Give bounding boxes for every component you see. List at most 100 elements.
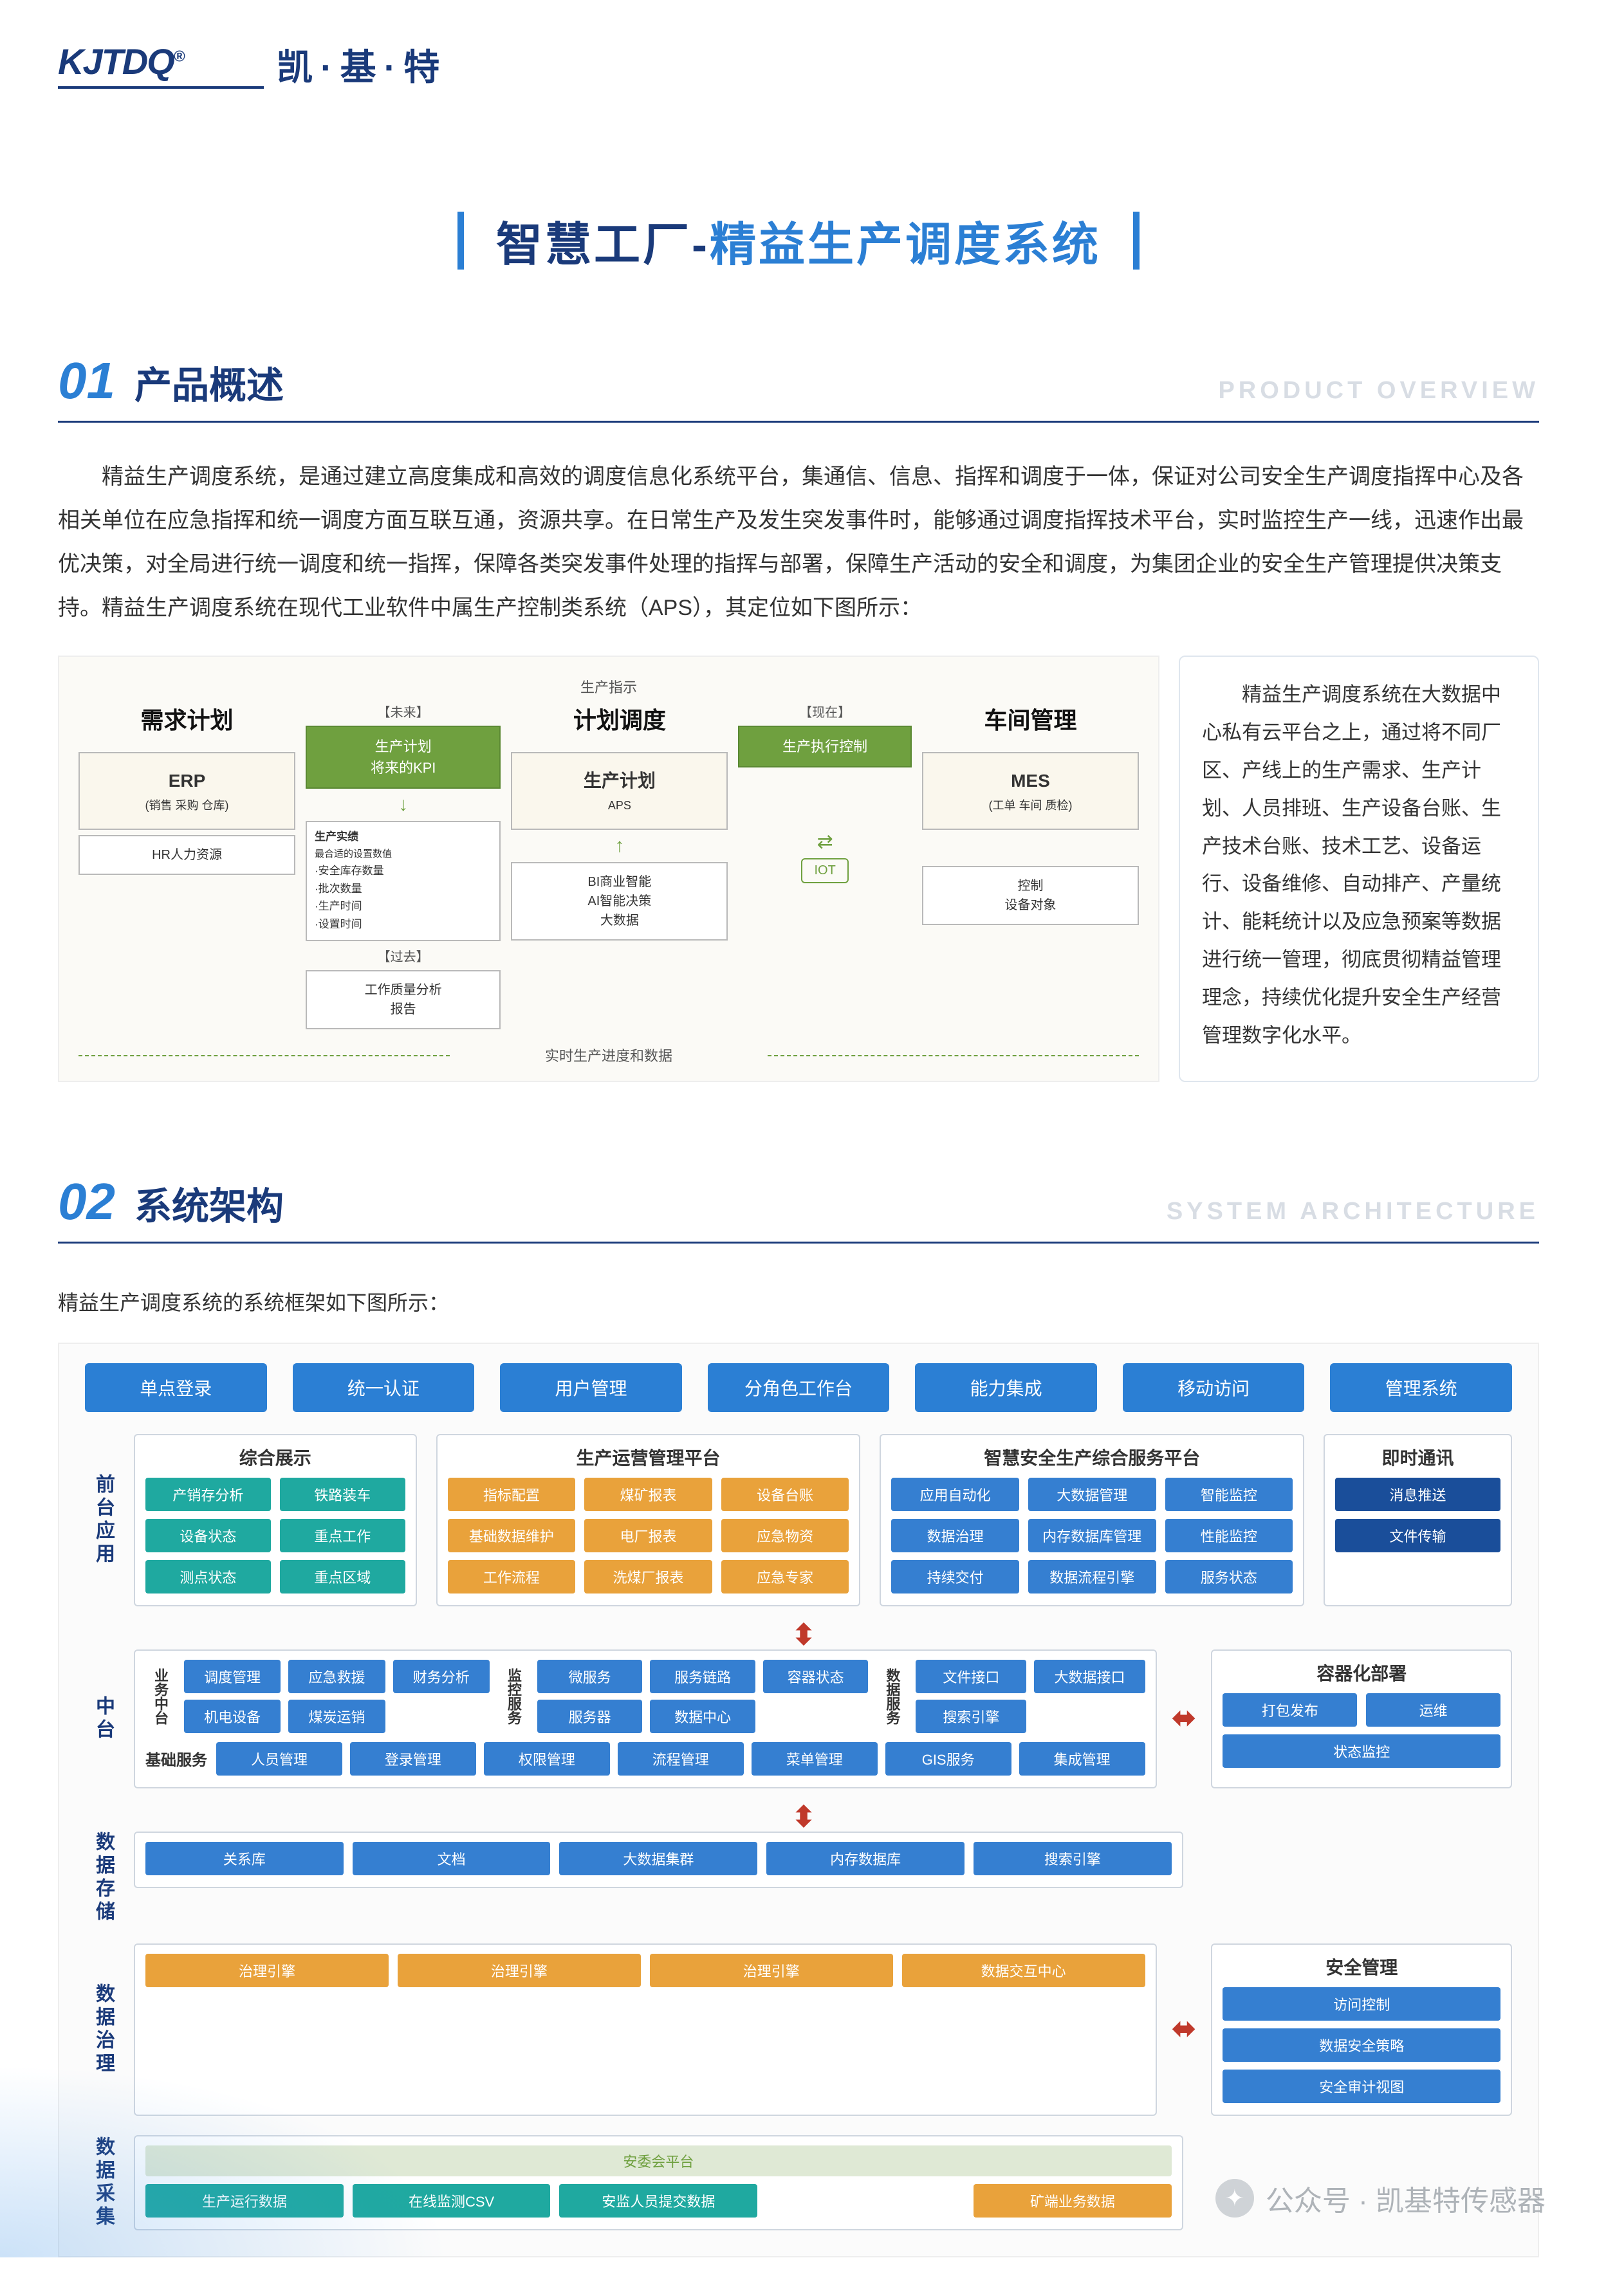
arrow-updown-icon: ⬍ <box>95 1626 1512 1646</box>
chip: 矿端业务数据 <box>974 2184 1172 2218</box>
group-safety-title: 智慧安全生产综合服务平台 <box>891 1444 1293 1470</box>
arrow-up-icon: ↑ <box>511 835 728 857</box>
sec2-en: SYSTEM ARCHITECTURE <box>1167 1198 1539 1226</box>
sec1-en: PRODUCT OVERVIEW <box>1218 377 1539 405</box>
main-title: 智慧工厂-精益生产调度系统 <box>58 207 1539 274</box>
d1-ctrl-box: 控制 设备对象 <box>922 866 1139 925</box>
nav-mobile: 移动访问 <box>1123 1363 1305 1412</box>
chip: 搜索引擎 <box>974 1842 1172 1875</box>
chip: 煤炭运销 <box>288 1700 385 1733</box>
gov-group: 治理引擎 治理引擎 治理引擎 数据交互中心 <box>134 1943 1157 2116</box>
chip: 持续交付 <box>891 1560 1019 1593</box>
chip: 工作流程 <box>448 1560 576 1593</box>
chip: 文件传输 <box>1335 1519 1500 1552</box>
chip: 微服务 <box>537 1660 642 1693</box>
chip: 菜单管理 <box>752 1742 878 1776</box>
chip: 财务分析 <box>393 1660 490 1693</box>
arrow-bidir-icon: ⇄ <box>738 831 912 853</box>
arrow-down-icon: ↓ <box>306 794 501 816</box>
footer-watermark: ✦ 公众号 · 凯基特传感器 <box>1215 2178 1546 2219</box>
logo-mark: KJTDQ® <box>58 41 183 82</box>
group-integrated-title: 综合展示 <box>145 1444 405 1470</box>
d1-future-tag: 【未来】 <box>306 702 501 721</box>
overview-text: 精益生产调度系统，是通过建立高度集成和高效的调度信息化系统平台，集通信、信息、指… <box>58 455 1539 630</box>
chip: 应急专家 <box>721 1560 849 1593</box>
nav-user: 用户管理 <box>500 1363 682 1412</box>
group-integrated: 综合展示 产销存分析 铁路装车 设备状态 重点工作 测点状态 重点区域 <box>134 1434 417 1606</box>
logo-brand: 凯·基·特 <box>277 39 447 91</box>
chip: 安全审计视图 <box>1223 2070 1500 2103</box>
row-store: 数据存储 关系库 文档 大数据集群 内存数据库 搜索引擎 <box>85 1832 1512 1924</box>
arrow-leftright-icon: ⬌ <box>1172 2019 1196 2039</box>
d1-instruction: 生产指示 <box>78 676 1139 697</box>
chip: 权限管理 <box>484 1742 610 1776</box>
nav-auth: 统一认证 <box>293 1363 475 1412</box>
chip: 铁路装车 <box>280 1478 405 1511</box>
chip: 大数据接口 <box>1034 1660 1145 1693</box>
chip: 服务状态 <box>1165 1560 1293 1593</box>
store-group: 关系库 文档 大数据集群 内存数据库 搜索引擎 <box>134 1832 1183 1888</box>
chip: 搜索引擎 <box>916 1700 1026 1733</box>
title-seg1: 智慧工厂- <box>496 219 710 271</box>
d1-iot-label: IOT <box>801 858 848 883</box>
d1-past-box: 工作质量分析 报告 <box>306 970 501 1029</box>
container-deploy-group: 容器化部署 打包发布 运维 状态监控 <box>1211 1649 1512 1788</box>
group-im: 即时通讯 消息推送 文件传输 <box>1324 1434 1512 1606</box>
d1-kpi-box: 生产计划 将来的KPI <box>306 726 501 789</box>
chip: 容器状态 <box>763 1660 869 1693</box>
d1-demand-title: 需求计划 <box>141 702 234 735</box>
collect-banner: 安委会平台 <box>145 2145 1172 2176</box>
row-mid: 中台 业务中台 调度管理 应急救援 财务分析 机电设备 煤炭运销 <box>85 1649 1512 1788</box>
chip: 服务器 <box>537 1700 642 1733</box>
title-seg2: 精益生产调度系统 <box>710 219 1101 271</box>
logo-underline <box>58 86 264 89</box>
side-description: 精益生产调度系统在大数据中心私有云平台之上，通过将不同厂区、产线上的生产需求、生… <box>1179 656 1539 1082</box>
chip: 重点工作 <box>280 1519 405 1552</box>
mid-biz-label: 业务中台 <box>145 1660 175 1733</box>
sec1-num: 01 <box>58 351 115 410</box>
chip: 关系库 <box>145 1842 344 1875</box>
chip: 登录管理 <box>350 1742 476 1776</box>
nav-role: 分角色工作台 <box>708 1363 890 1412</box>
chip: 治理引擎 <box>145 1954 389 1987</box>
wechat-icon: ✦ <box>1215 2179 1254 2218</box>
d1-list-box: 生产实绩 最合适的设置数值 ·安全库存数量 ·批次数量 ·生产时间 ·设置时间 <box>306 821 501 941</box>
nav-sso: 单点登录 <box>85 1363 267 1412</box>
chip: 基础数据维护 <box>448 1519 576 1552</box>
chip: 消息推送 <box>1335 1478 1500 1511</box>
chip: 内存数据库管理 <box>1028 1519 1156 1552</box>
d1-bi-box: BI商业智能 AI智能决策 大数据 <box>511 862 728 941</box>
chip: 产销存分析 <box>145 1478 271 1511</box>
security-group: 安全管理 访问控制 数据安全策略 安全审计视图 <box>1211 1943 1512 2116</box>
chip: 治理引擎 <box>398 1954 641 1987</box>
sec2-title: 系统架构 <box>134 1176 1167 1230</box>
chip: 设备状态 <box>145 1519 271 1552</box>
chip: GIS服务 <box>885 1742 1011 1776</box>
chip: 大数据管理 <box>1028 1478 1156 1511</box>
d1-erp-box: ERP (销售 采购 仓库) <box>78 752 295 830</box>
logo: KJTDQ® 凯·基·特 <box>58 39 1539 91</box>
group-im-title: 即时通讯 <box>1335 1444 1500 1470</box>
d1-exec-box: 生产执行控制 <box>738 726 912 767</box>
label-gov: 数据治理 <box>85 1943 121 2116</box>
chip: 数据治理 <box>891 1519 1019 1552</box>
chip: 应用自动化 <box>891 1478 1019 1511</box>
chip: 数据交互中心 <box>902 1954 1145 1987</box>
d1-workshop-title: 车间管理 <box>984 702 1076 735</box>
group-ops: 生产运营管理平台 指标配置 煤矿报表 设备台账 基础数据维护 电厂报表 应急物资… <box>436 1434 861 1606</box>
d1-aps-box: 生产计划 APS <box>511 752 728 830</box>
group-ops-title: 生产运营管理平台 <box>448 1444 849 1470</box>
chip: 流程管理 <box>618 1742 744 1776</box>
footer-label: 公众号 · 凯基特传感器 <box>1266 2178 1546 2219</box>
mid-base-label: 基础服务 <box>145 1747 207 1770</box>
chip: 测点状态 <box>145 1560 271 1593</box>
row-gov: 数据治理 治理引擎 治理引擎 治理引擎 数据交互中心 ⬌ 安全管理 访问控制 数… <box>85 1943 1512 2116</box>
group-safety: 智慧安全生产综合服务平台 应用自动化 大数据管理 智能监控 数据治理 内存数据库… <box>880 1434 1304 1606</box>
chip: 安监人员提交数据 <box>559 2184 757 2218</box>
sec2-num: 02 <box>58 1172 115 1231</box>
arch-intro: 精益生产调度系统的系统框架如下图所示： <box>58 1282 1539 1323</box>
nav-ability: 能力集成 <box>915 1363 1097 1412</box>
chip: 数据流程引擎 <box>1028 1560 1156 1593</box>
chip: 服务链路 <box>650 1660 755 1693</box>
chip: 生产运行数据 <box>145 2184 344 2218</box>
